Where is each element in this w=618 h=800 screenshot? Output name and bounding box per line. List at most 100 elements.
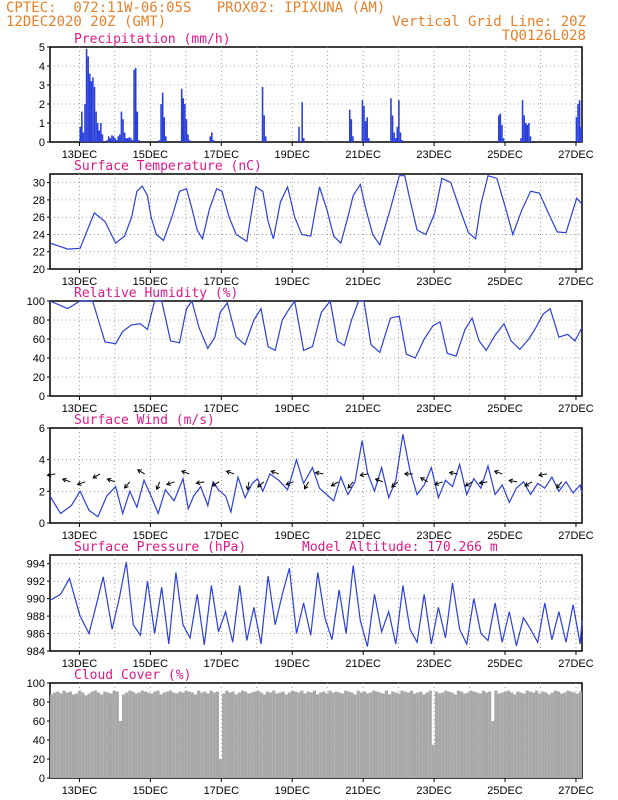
wind-arrow-head [314,470,320,476]
cloud-bar [87,693,91,778]
y-tick-label: 40 [33,735,45,747]
cloud-bar [484,692,489,778]
y-tick-label: 0 [39,773,45,785]
x-tick-label: 23DEC [416,276,452,288]
wind-arrow [465,481,473,487]
cloud-bar [140,690,144,778]
cloud-bar [65,692,69,778]
cloud-bar [100,694,104,778]
cloud-bar [206,693,210,778]
precip-bar [128,137,131,142]
cloud-bar [209,690,213,778]
precip-bar [107,136,110,142]
cloud-bar [413,693,417,778]
precip-bar [394,138,397,142]
cloud-bar [193,694,198,778]
y-tick-label: 3 [39,80,45,92]
precip-bar [361,100,364,142]
wind-arrow-head [46,472,52,478]
cloud-bar [96,692,101,778]
y-tick-label: 20 [33,372,45,384]
x-tick-label: 15DEC [133,403,169,415]
cloud-bar [56,691,60,778]
cloud-bar [312,690,316,778]
wind-arrow-head [524,482,530,487]
wind-arrow-head [508,478,514,484]
x-tick-label: 21DEC [345,149,381,161]
cloud-bar [556,691,561,778]
cloud-bar [350,692,354,778]
wind-arrow-head [195,480,201,486]
precip-bar [526,124,529,142]
wind-arrow [247,481,250,490]
wind-arrow [315,472,324,475]
precip-bar [98,130,101,142]
wind-arrow-head [245,485,251,491]
cloud-bar [563,692,567,778]
precip-bar [85,48,88,142]
cloud-bar [347,691,351,778]
precip-bar [106,140,108,142]
wind-arrow [211,481,220,487]
wind-arrow [449,472,458,475]
cloud-bar [84,695,88,778]
y-tick-label: 20 [33,264,45,276]
y-tick-label: 26 [33,212,45,224]
x-tick-label: 13DEC [62,403,98,415]
cloud-bar [197,690,201,778]
cloud-bar [81,692,85,778]
cloud-bar [497,693,501,778]
cloud-bar [453,694,457,778]
wind-arrow-head [419,477,425,482]
cloud-bar [325,693,329,778]
cloud-bar [491,721,495,778]
precip-bar [497,115,500,142]
y-tick-label: 986 [27,629,45,641]
panel-frame [49,300,583,397]
cloud-bar [121,694,126,778]
y-tick-label: 990 [27,594,45,606]
wind-arrow [331,481,339,487]
cloud-bar [337,692,342,778]
precip-bar [188,140,191,142]
x-tick-label: 25DEC [487,658,523,670]
y-tick-label: 80 [33,315,45,327]
precip-bar [523,115,525,142]
precip-bar [399,132,402,142]
wind-arrow [538,473,547,476]
cloud-bar [372,690,376,778]
precip-bar [396,126,399,142]
cloud-bar [147,692,151,778]
wind-arrow-head [166,481,171,486]
y-tick-label: 60 [33,334,45,346]
cloud-bar [419,691,423,778]
precip-bar [111,135,113,142]
precip-bar [115,140,118,142]
precip-bar [112,136,115,142]
x-tick-label: 13DEC [62,149,98,161]
cloud-bar [366,693,370,778]
y-tick-label: 0 [39,518,45,530]
x-tick-label: 17DEC [204,276,240,288]
cloud-bar [334,691,338,778]
precip-bar [109,138,112,142]
x-tick-label: 27DEC [558,276,594,288]
y-tick-label: 60 [33,716,45,728]
cloud-bar [231,691,235,778]
wind-arrow [77,481,86,486]
x-tick-label: 25DEC [487,403,523,415]
cloud-bar [525,690,529,778]
cloud-bar [510,692,514,778]
cloud-bar [550,692,554,778]
wind-arrow [107,478,116,483]
x-tick-label: 21DEC [345,658,381,670]
y-tick-label: 2 [39,486,45,498]
cloud-bar [356,690,360,778]
wind-arrow-head [434,481,440,486]
wind-arrow-head [211,482,217,487]
cloud-bar [369,692,373,778]
x-tick-label: 25DEC [487,276,523,288]
cloud-bar [253,691,257,778]
precip-bar [100,123,102,142]
precip-bar [165,136,167,142]
